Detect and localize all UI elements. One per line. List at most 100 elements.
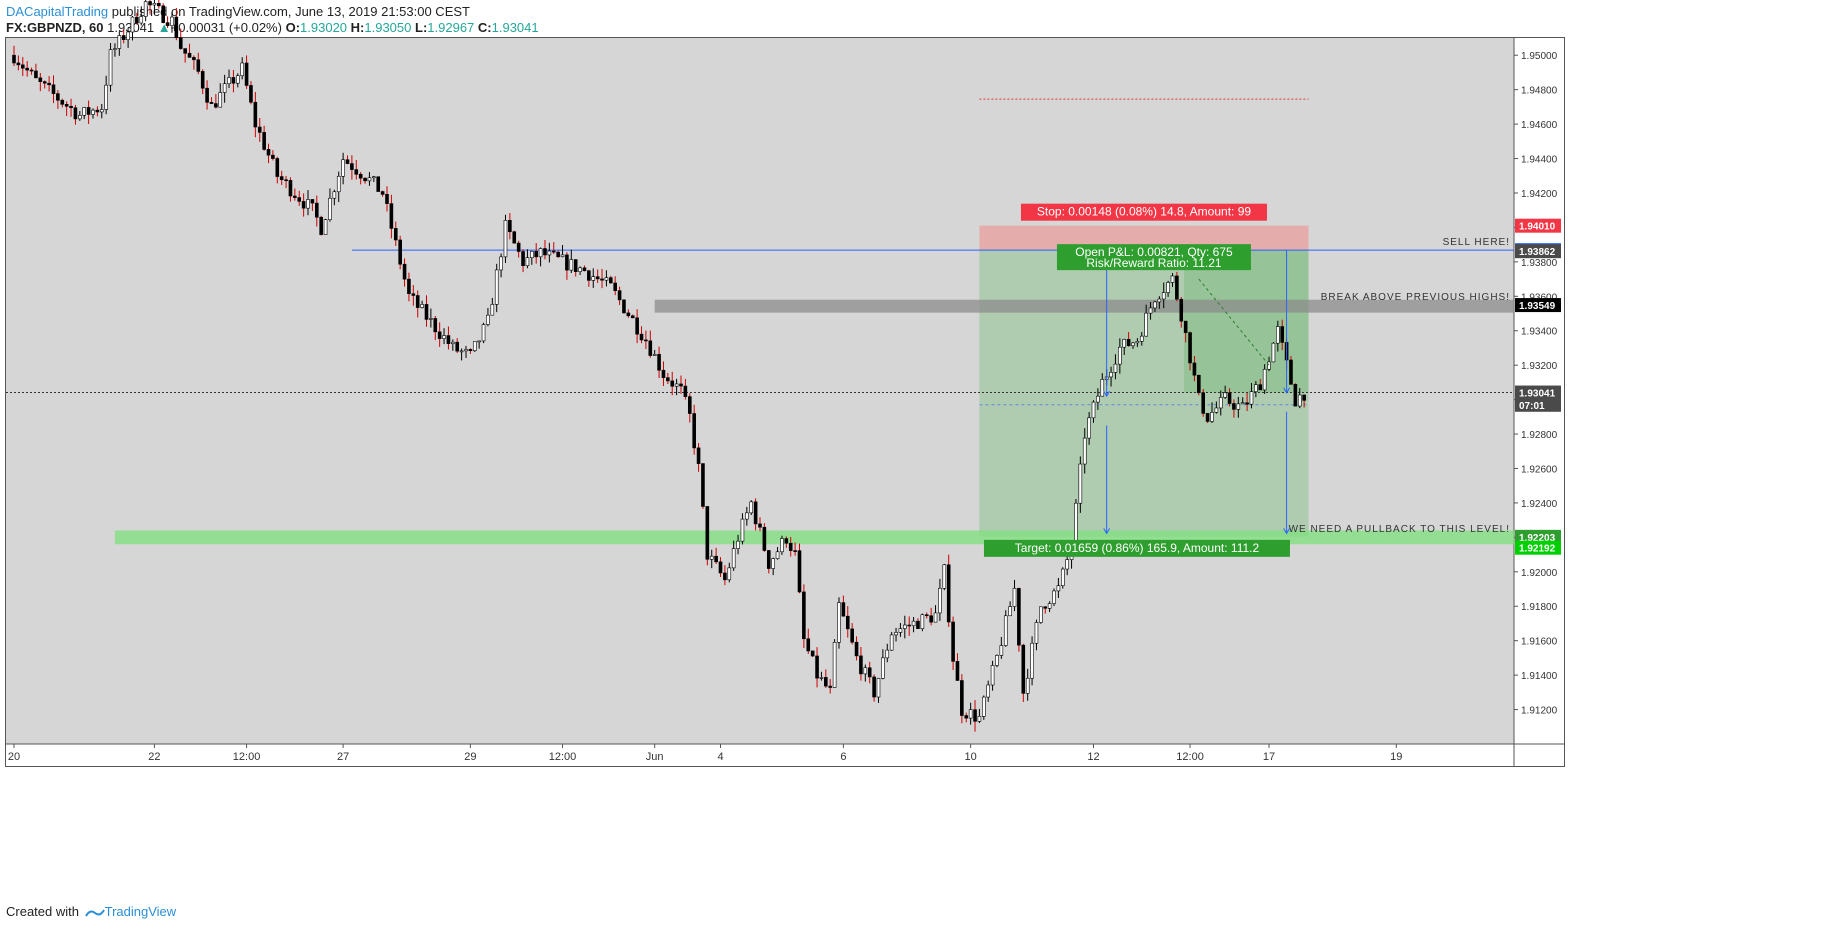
candle[interactable] (727, 567, 732, 581)
candle[interactable] (595, 276, 600, 280)
candle[interactable] (981, 696, 986, 717)
candle[interactable] (745, 512, 749, 520)
candle[interactable] (433, 318, 438, 333)
candle[interactable] (165, 22, 170, 26)
candle[interactable] (170, 16, 174, 26)
candle[interactable] (1060, 568, 1065, 586)
candle[interactable] (1153, 301, 1157, 309)
candle[interactable] (508, 220, 512, 233)
candle[interactable] (385, 194, 389, 204)
candle[interactable] (569, 259, 574, 271)
candle[interactable] (284, 179, 288, 182)
candle[interactable] (876, 678, 881, 698)
candle[interactable] (1205, 413, 1210, 422)
candle[interactable] (556, 251, 560, 258)
candle[interactable] (1131, 342, 1135, 347)
candle[interactable] (644, 339, 648, 342)
candle[interactable] (648, 340, 653, 356)
candle[interactable] (192, 57, 196, 61)
candle[interactable] (810, 650, 815, 657)
candle[interactable] (183, 48, 187, 54)
candle[interactable] (1065, 559, 1069, 570)
candle[interactable] (999, 645, 1004, 656)
candle[interactable] (161, 5, 165, 23)
candle[interactable] (1201, 392, 1206, 414)
candle[interactable] (306, 199, 310, 209)
candle[interactable] (652, 354, 657, 356)
candle[interactable] (319, 216, 323, 235)
candle[interactable] (832, 642, 837, 688)
candle[interactable] (135, 16, 139, 24)
candle[interactable] (499, 256, 503, 271)
candle[interactable] (793, 550, 797, 552)
candle[interactable] (336, 175, 341, 193)
candle[interactable] (731, 548, 736, 569)
candle[interactable] (104, 84, 108, 110)
candle[interactable] (1144, 312, 1148, 337)
candle[interactable] (1122, 339, 1127, 348)
candle[interactable] (372, 176, 376, 179)
candle[interactable] (674, 383, 679, 387)
candle[interactable] (69, 105, 73, 109)
candle[interactable] (38, 77, 43, 82)
candle[interactable] (705, 506, 710, 560)
candle[interactable] (960, 680, 964, 716)
candle[interactable] (806, 638, 811, 652)
candle[interactable] (1293, 384, 1298, 407)
candle[interactable] (780, 538, 784, 553)
candle[interactable] (345, 159, 350, 164)
candle[interactable] (34, 70, 38, 79)
candle[interactable] (1271, 342, 1276, 363)
candle[interactable] (117, 35, 122, 49)
candle[interactable] (946, 564, 951, 623)
candle[interactable] (1025, 677, 1030, 694)
candle[interactable] (775, 551, 780, 559)
candle[interactable] (1091, 401, 1096, 419)
candle[interactable] (1126, 339, 1131, 347)
candle[interactable] (679, 383, 683, 387)
candle[interactable] (1188, 332, 1192, 364)
candle[interactable] (231, 77, 236, 84)
candle[interactable] (174, 16, 179, 39)
candle[interactable] (178, 37, 183, 49)
candle[interactable] (415, 295, 420, 308)
candle[interactable] (666, 377, 670, 382)
candle[interactable] (573, 259, 578, 272)
candle[interactable] (736, 540, 740, 549)
candle[interactable] (446, 335, 451, 344)
candle[interactable] (82, 107, 87, 116)
candle[interactable] (1113, 363, 1118, 373)
candle[interactable] (1100, 379, 1105, 397)
candle[interactable] (1008, 606, 1012, 617)
candle[interactable] (1175, 275, 1179, 300)
candle[interactable] (78, 115, 82, 120)
candle[interactable] (942, 564, 947, 589)
pnl-label[interactable] (1056, 244, 1251, 271)
candle[interactable] (108, 49, 113, 86)
candle[interactable] (534, 250, 539, 258)
candle[interactable] (472, 341, 477, 352)
candle[interactable] (257, 126, 262, 133)
candle[interactable] (543, 248, 547, 256)
candle[interactable] (12, 54, 16, 64)
candle[interactable] (929, 615, 933, 623)
candle[interactable] (271, 154, 275, 159)
candle[interactable] (218, 92, 223, 108)
candle[interactable] (222, 83, 227, 93)
candle[interactable] (113, 48, 117, 50)
target-zone[interactable] (979, 250, 1309, 537)
candle[interactable] (187, 52, 192, 58)
candle[interactable] (565, 254, 569, 271)
candle[interactable] (64, 104, 69, 107)
candle[interactable] (1197, 374, 1201, 394)
candle[interactable] (99, 109, 104, 113)
candle[interactable] (152, 3, 157, 6)
candle[interactable] (538, 248, 543, 258)
candle[interactable] (51, 84, 56, 94)
candle[interactable] (60, 99, 65, 105)
candle[interactable] (916, 620, 920, 629)
candle[interactable] (657, 354, 661, 371)
candle[interactable] (547, 250, 552, 256)
candle[interactable] (1078, 463, 1083, 504)
candle[interactable] (310, 199, 315, 204)
